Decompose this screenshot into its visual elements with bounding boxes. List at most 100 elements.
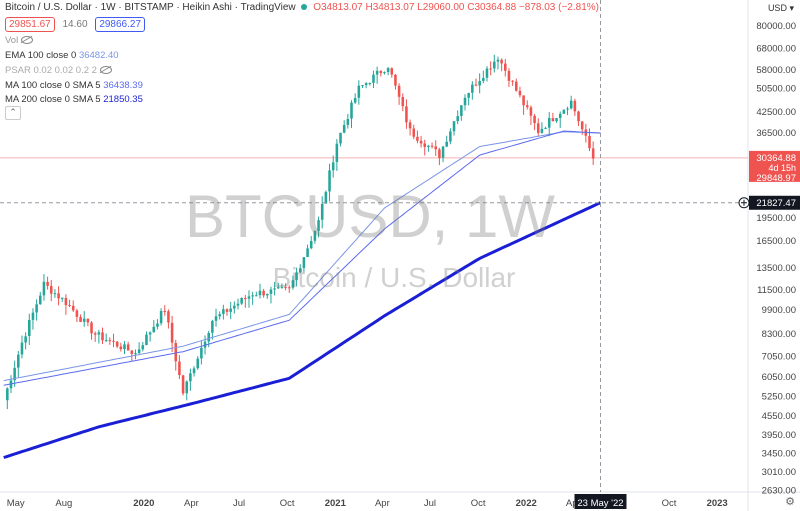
candle-body (331, 162, 335, 171)
y-tick-label: 5250.00 (762, 391, 796, 402)
candle-body (141, 345, 145, 350)
candle-body (86, 318, 90, 323)
candle-body (394, 74, 397, 86)
candle-body (79, 316, 82, 322)
candle-body (467, 92, 470, 98)
candle-body (68, 305, 71, 307)
candle-body (181, 375, 185, 394)
candle-body (97, 332, 101, 335)
symbol-title[interactable]: Bitcoin / U.S. Dollar · 1W · BITSTAMP · … (5, 2, 296, 13)
candle-body (328, 170, 331, 192)
candle-body (423, 143, 427, 147)
ma-100-line (3, 130, 601, 386)
y-tick-label: 80000.00 (756, 21, 796, 32)
y-tick-label: 6050.00 (762, 372, 796, 383)
candle-body (419, 140, 423, 144)
ma100-indicator[interactable]: MA 100 close 0 SMA 5 36438.39 (5, 80, 143, 91)
candle-body (463, 97, 467, 106)
gear-icon[interactable]: ⚙ (785, 496, 795, 508)
market-status-icon (301, 3, 308, 10)
candle-body (280, 287, 284, 289)
x-tick-label: Oct (471, 498, 486, 509)
candle-body (46, 281, 49, 286)
candle-body (60, 297, 64, 299)
candle-body (255, 295, 258, 297)
candle-body (493, 61, 496, 69)
x-tick-label: Apr (375, 498, 390, 509)
ma100-label: MA 100 close 0 SMA 5 (5, 80, 101, 91)
candle-body (101, 332, 104, 341)
y-tick-label: 3010.00 (762, 467, 796, 478)
hidden-eye-icon[interactable] (21, 36, 34, 45)
candle-body (200, 347, 203, 359)
candle-body (350, 102, 353, 119)
candle-body (178, 361, 181, 376)
candle-body (500, 59, 503, 64)
ema-indicator[interactable]: EMA 100 close 0 36482.40 (5, 50, 119, 61)
candle-body (313, 231, 317, 241)
candle-body (93, 333, 97, 335)
x-tick-label: Oct (280, 498, 295, 509)
candle-body (35, 304, 38, 313)
ma200-label: MA 200 close 0 SMA 5 (5, 94, 101, 105)
candle-body (533, 115, 536, 124)
y-tick-label: 8300.00 (762, 329, 796, 340)
candle-body (507, 70, 511, 81)
candle-body (478, 80, 481, 86)
ask-price[interactable]: 29866.27 (95, 17, 146, 32)
candle-body (17, 354, 20, 368)
y-tick-label: 50500.00 (756, 84, 796, 95)
candle-body (580, 121, 584, 130)
candle-body (229, 308, 232, 312)
candle-body (31, 312, 35, 320)
candle-body (551, 118, 555, 122)
x-tick-label: Aug (55, 498, 72, 509)
candle-body (496, 59, 500, 62)
candle-body (28, 320, 31, 336)
candle-body (291, 280, 295, 288)
last-price-label: 30364.88 (756, 153, 796, 164)
psar-indicator[interactable]: PSAR 0.02 0.02 0.2 2 (5, 65, 112, 76)
y-tick-label: 3950.00 (762, 430, 796, 441)
y-tick-label: 9900.00 (762, 305, 796, 316)
hidden-eye-icon[interactable] (99, 66, 112, 75)
candle-body (167, 311, 170, 323)
candle-body (317, 220, 320, 231)
candle-body (207, 332, 210, 342)
volume-indicator[interactable]: Vol (5, 35, 34, 46)
candle-body (112, 340, 115, 342)
candle-body (119, 346, 123, 350)
ma200-indicator[interactable]: MA 200 close 0 SMA 5 21850.35 (5, 94, 143, 105)
candle-body (408, 122, 412, 129)
candle-body (547, 118, 551, 128)
bid-price[interactable]: 29851.67 (5, 17, 55, 32)
candle-body (416, 136, 419, 141)
candle-body (441, 146, 445, 158)
candle-body (244, 298, 247, 300)
candle-body (159, 310, 163, 324)
candle-body (236, 303, 240, 306)
candle-body (64, 297, 68, 306)
collapse-legend-button[interactable]: ⌃ (5, 106, 21, 120)
x-tick-label: May (7, 498, 25, 509)
candle-body (427, 145, 430, 147)
candle-body (211, 320, 214, 333)
candle-body (218, 314, 221, 317)
candle-body (247, 296, 251, 299)
candle-body (71, 305, 75, 311)
candle-body (49, 285, 53, 294)
x-tick-label: 2020 (133, 498, 154, 509)
candle-body (240, 298, 243, 304)
candle-body (123, 344, 126, 350)
x-tick-label: Jul (233, 498, 245, 509)
candle-body (134, 353, 137, 355)
candle-body (262, 290, 265, 296)
candle-body (525, 105, 529, 108)
currency-selector[interactable]: USD ▾ (768, 3, 794, 14)
x-tick-label: Oct (662, 498, 677, 509)
candle-body (342, 125, 346, 133)
crosshair-date-tag (574, 494, 627, 509)
candle-body (364, 83, 368, 86)
